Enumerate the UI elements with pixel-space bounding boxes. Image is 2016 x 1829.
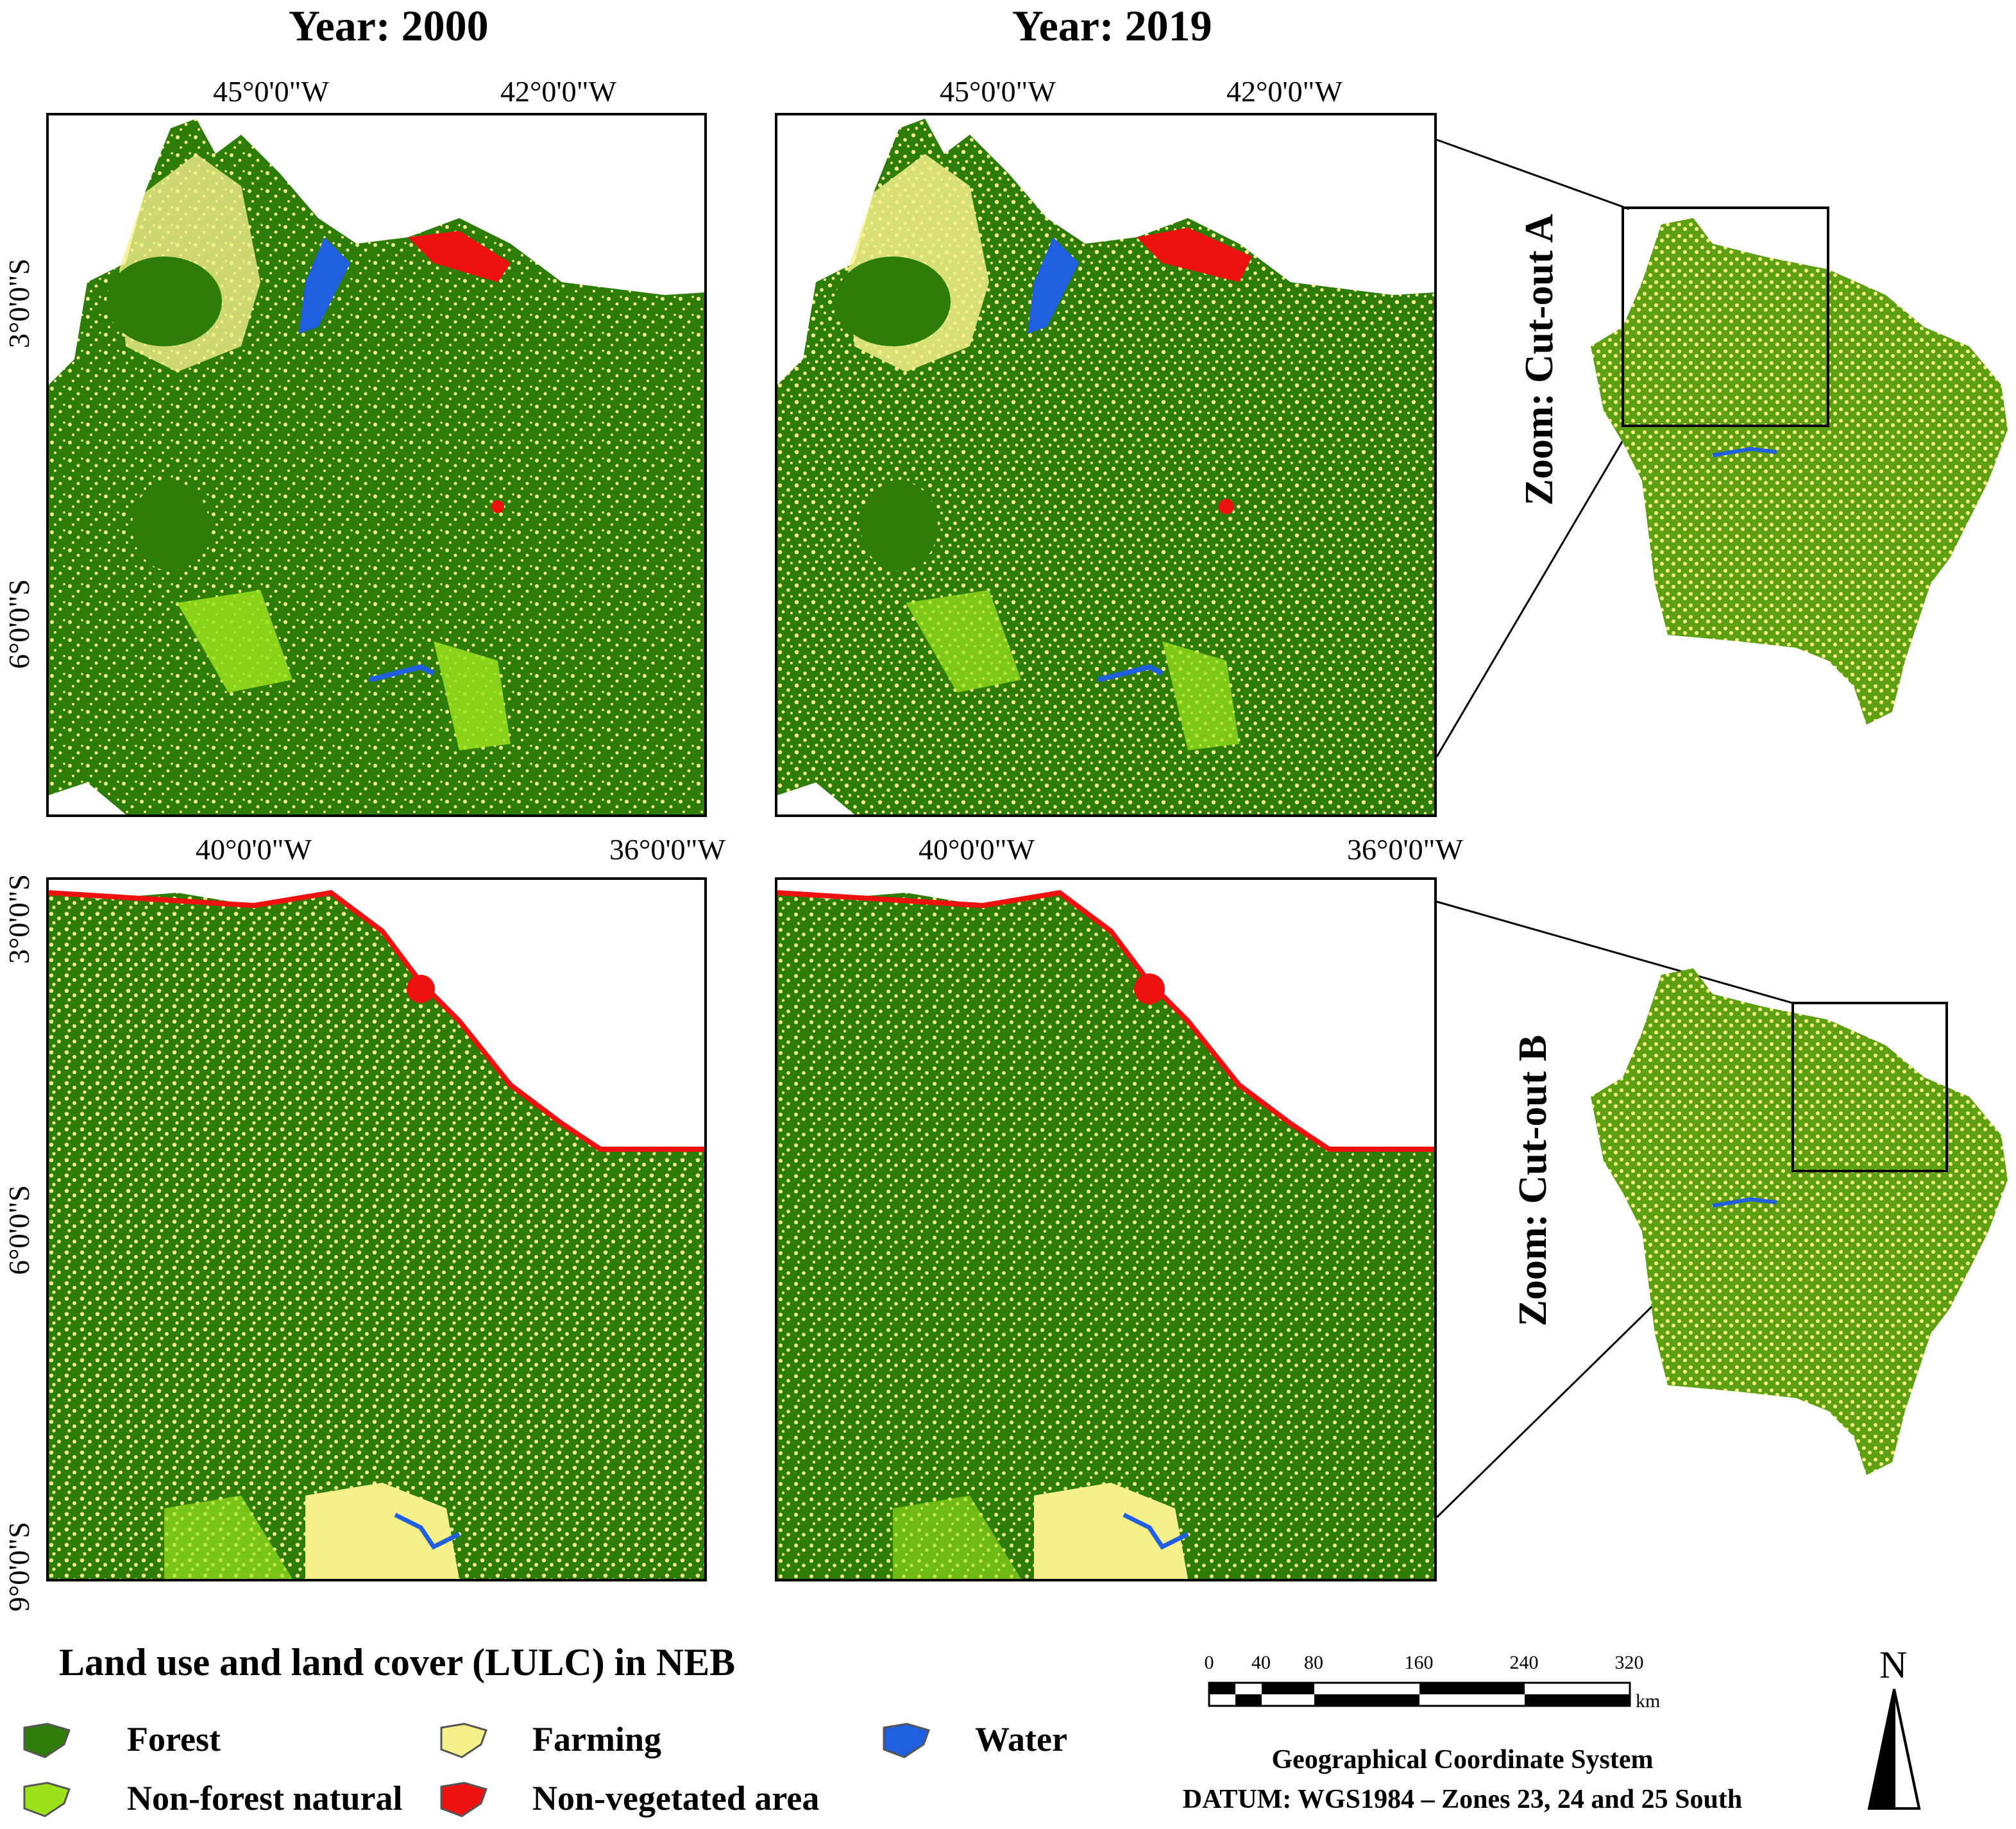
title-year-2019: Year: 2019: [1012, 1, 1212, 50]
map-panel-2000-cutout-b[interactable]: [46, 877, 707, 1581]
scale-tick-0: 0: [1204, 1652, 1214, 1673]
north-letter: N: [1879, 1644, 1908, 1686]
forest-swatch-icon: [23, 1723, 71, 1758]
crs-line-2: DATUM: WGS1984 – Zones 23, 24 and 25 Sou…: [1182, 1785, 1743, 1814]
bottom-right-lon-tick-1: 40°0'0"W: [919, 833, 1035, 866]
scale-unit: km: [1636, 1690, 1661, 1712]
scale-tick-80: 80: [1304, 1652, 1323, 1673]
legend-label-water: Water: [975, 1720, 1067, 1758]
top-left-lon-tick-1: 45°0'0"W: [213, 75, 329, 108]
legend-item-farming: Farming: [436, 1719, 661, 1760]
locator-map-b: [1591, 968, 2008, 1475]
bottom-right-lon-tick-2: 36°0'0"W: [1347, 833, 1463, 866]
legend-item-non-vegetated-area: Non-vegetated area: [436, 1778, 819, 1819]
bottom-left-lon-tick-1: 40°0'0"W: [196, 833, 312, 866]
legend-item-water: Water: [879, 1719, 1067, 1760]
legend-label-farming: Farming: [532, 1720, 661, 1758]
map-panel-2019-cutout-a[interactable]: [775, 113, 1437, 817]
legend-title: Land use and land cover (LULC) in NEB: [59, 1641, 736, 1683]
water-swatch-icon: [883, 1723, 930, 1758]
bottom-left-lon-tick-2: 36°0'0"W: [609, 833, 725, 866]
locator-map-a: [1591, 206, 2008, 725]
legend-label-non-forest-natural: Non-forest natural: [127, 1779, 403, 1817]
map-panel-2019-cutout-b[interactable]: [775, 877, 1437, 1581]
scale-tick-160: 160: [1404, 1652, 1434, 1673]
title-year-2000: Year: 2000: [289, 1, 489, 50]
scale-tick-320: 320: [1614, 1652, 1644, 1673]
top-right-lon-tick-2: 42°0'0"W: [1226, 75, 1343, 108]
zoom-label-a: Zoom: Cut-out A: [1518, 214, 1561, 506]
top-right-lon-tick-1: 45°0'0"W: [940, 75, 1056, 108]
crs-line-1: Geographical Coordinate System: [1271, 1745, 1654, 1774]
cutout-b-box: [1792, 1002, 1948, 1172]
legend-label-non-vegetated-area: Non-vegetated area: [532, 1779, 820, 1817]
zoom-label-b: Zoom: Cut-out B: [1511, 1034, 1555, 1327]
scale-bar: [1208, 1682, 1631, 1707]
farming-swatch-icon: [440, 1723, 487, 1758]
cutout-a-box: [1622, 206, 1829, 427]
map-panel-2000-cutout-a[interactable]: [46, 113, 707, 817]
legend-label-forest: Forest: [127, 1720, 221, 1758]
non-vegetated-area-swatch-icon: [440, 1782, 487, 1817]
top-left-lon-tick-2: 42°0'0"W: [500, 75, 616, 108]
scale-tick-240: 240: [1509, 1652, 1539, 1673]
scale-tick-40: 40: [1251, 1652, 1271, 1673]
north-arrow-icon: [1867, 1689, 1921, 1810]
legend-item-forest: Forest: [19, 1719, 221, 1760]
legend-item-non-forest-natural: Non-forest natural: [19, 1778, 402, 1819]
non-forest-natural-swatch-icon: [23, 1782, 71, 1817]
